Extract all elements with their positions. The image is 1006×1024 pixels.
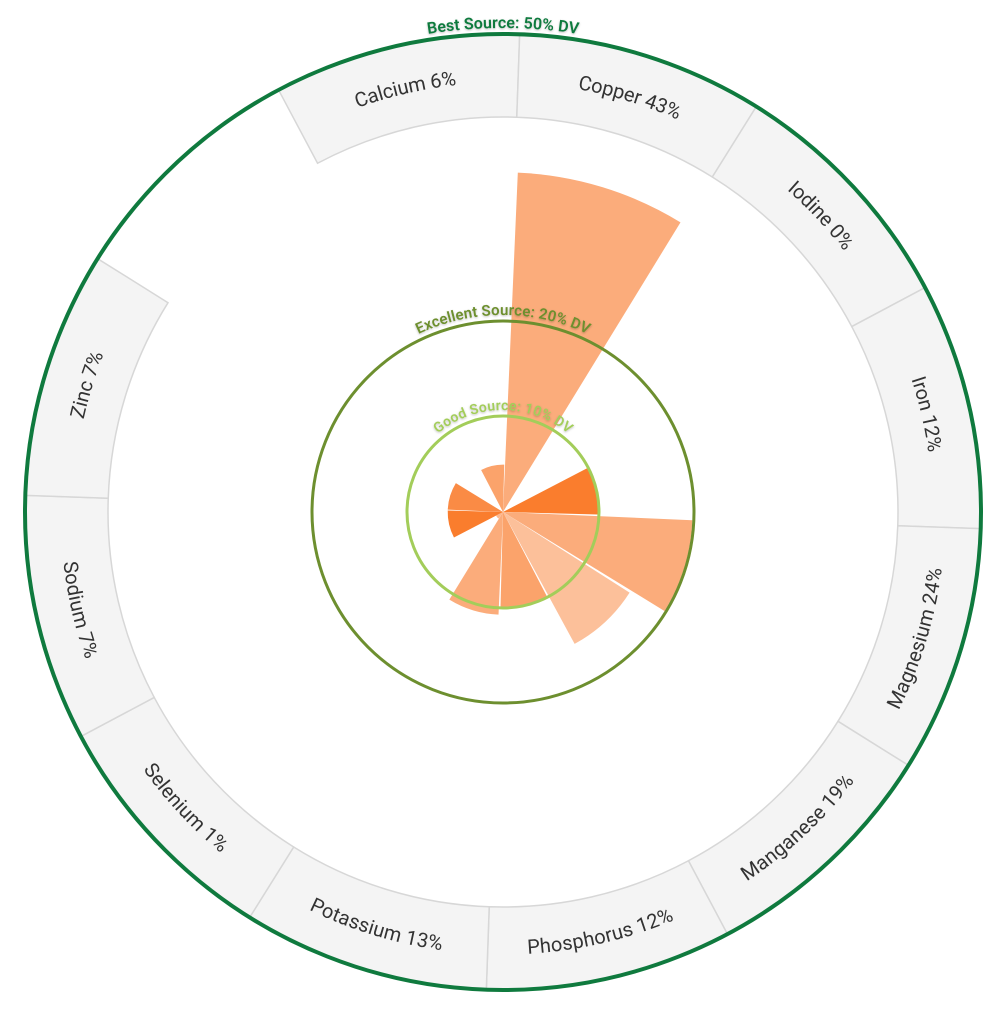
radial-nutrient-chart: Calcium 6%Copper 43%Iodine 0%Iron 12%Mag…: [0, 0, 1006, 1024]
